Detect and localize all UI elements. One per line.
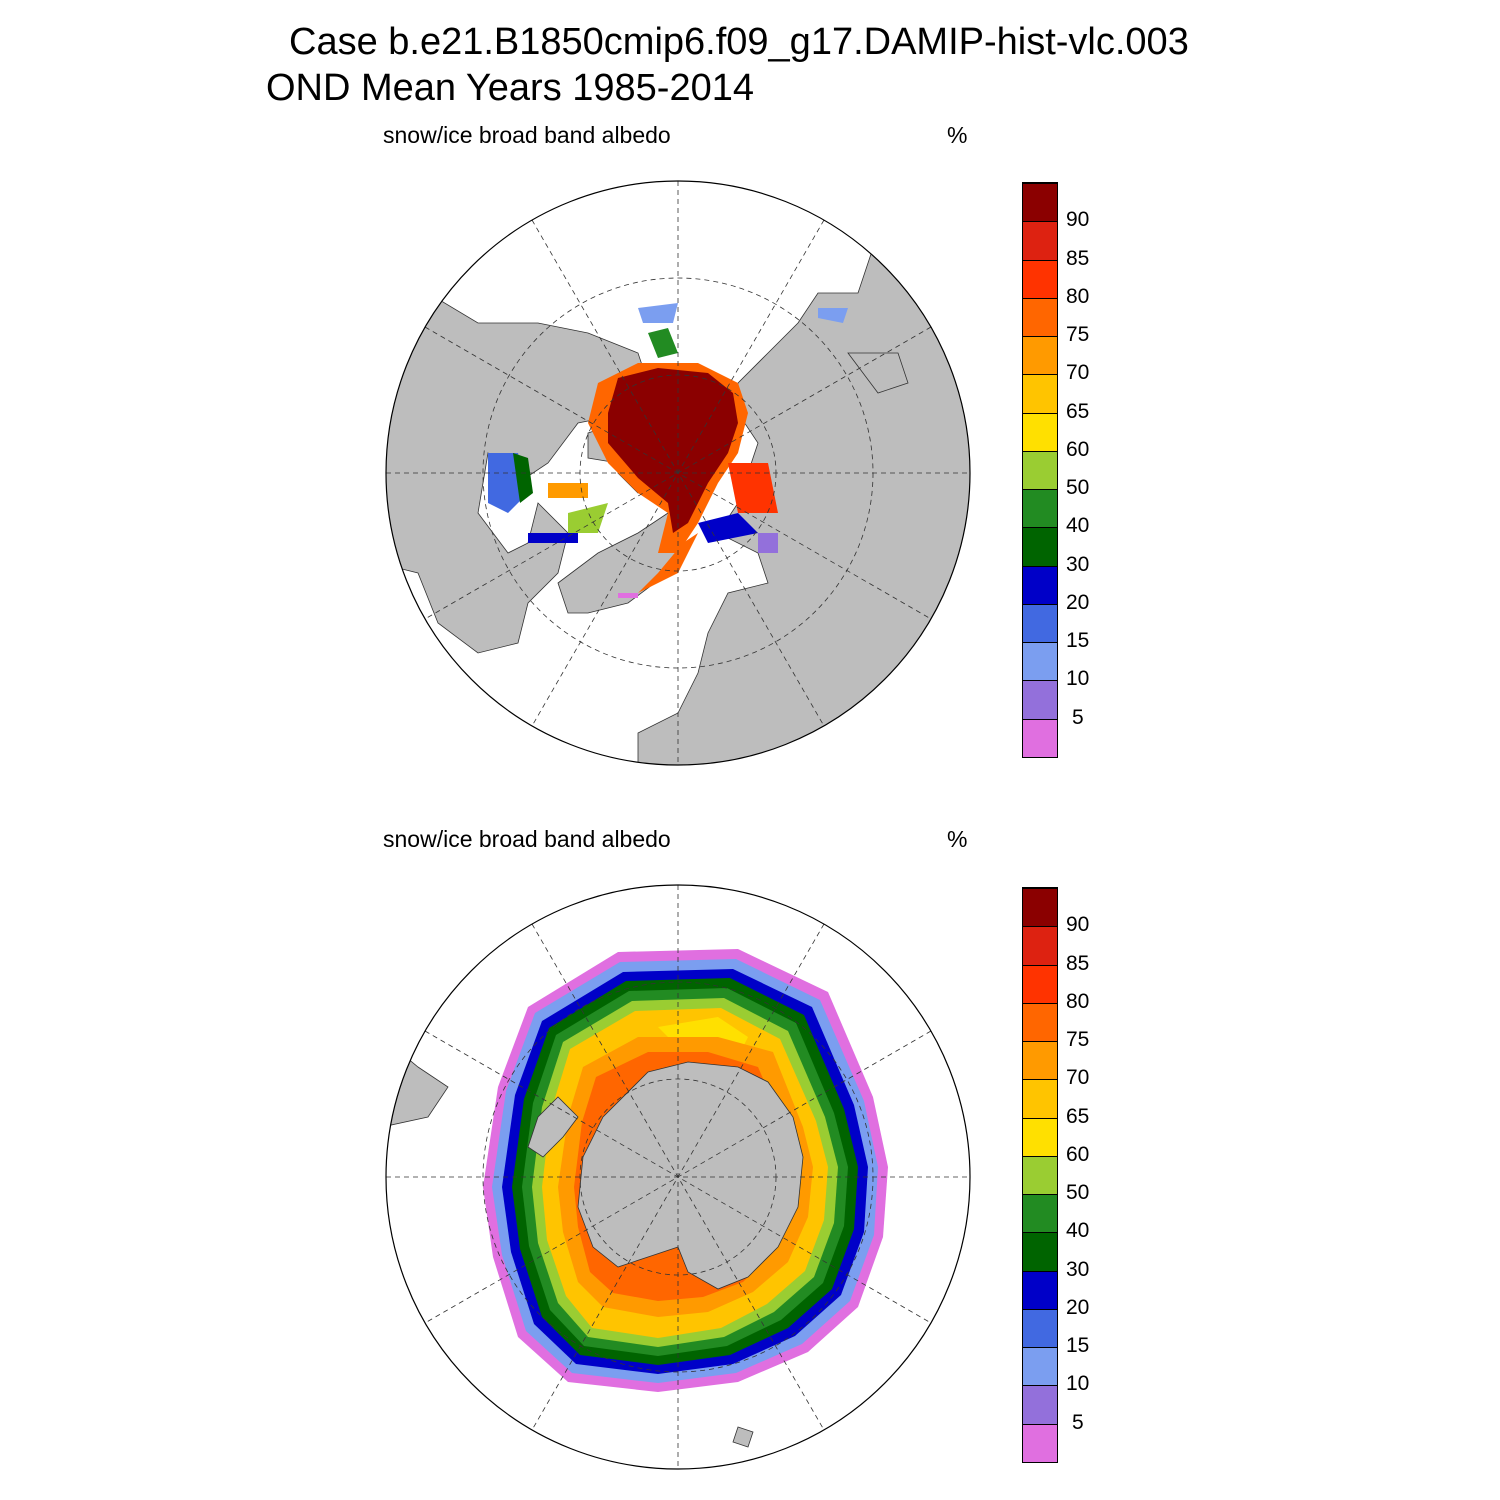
colorbar-tick-label: 50 [1066, 1181, 1090, 1205]
colorbar-swatch [1023, 926, 1057, 965]
colorbar-swatch [1023, 1041, 1057, 1080]
colorbar-tick-label: 60 [1066, 437, 1090, 461]
colorbar-tick-label: 65 [1066, 1104, 1090, 1128]
colorbar-swatch [1023, 336, 1057, 375]
colorbar-swatch [1023, 718, 1057, 757]
colorbar-swatch [1023, 183, 1057, 222]
graticule [386, 181, 970, 765]
north-polar-map [385, 180, 971, 766]
map-boundary [385, 884, 971, 1470]
colorbar-tick-label: 80 [1066, 284, 1090, 308]
colorbar-tick-label: 50 [1066, 476, 1090, 500]
colorbar-swatch [1023, 1347, 1057, 1386]
colorbar-tick-label: 90 [1066, 208, 1090, 232]
north-panel-units-label: % [947, 122, 968, 148]
sea-ice-field [488, 303, 848, 598]
colorbar-swatch [1023, 1155, 1057, 1195]
colorbar-swatch [1023, 888, 1057, 927]
colorbar-tick-label: 70 [1066, 1066, 1090, 1090]
colorbar-tick-label: 30 [1066, 1257, 1090, 1281]
figure-title-case: Case b.e21.B1850cmip6.f09_g17.DAMIP-hist… [289, 21, 1189, 63]
colorbar-tick-label: 90 [1066, 913, 1090, 937]
colorbar-swatch [1023, 1117, 1057, 1156]
colorbar-tick-label: 40 [1066, 514, 1090, 538]
colorbar-swatch [1023, 1270, 1057, 1309]
colorbar-swatch [1023, 964, 1057, 1003]
south-panel-variable-label: snow/ice broad band albedo [383, 826, 671, 852]
colorbar-swatch [1023, 412, 1057, 451]
colorbar-swatch [1023, 1385, 1057, 1424]
colorbar-tick-label: 15 [1066, 1334, 1090, 1358]
colorbar-tick-label: 5 [1072, 1410, 1084, 1434]
colorbar-swatch [1023, 1079, 1057, 1118]
colorbar-tick-label: 20 [1066, 1295, 1090, 1319]
colorbar-tick-label: 85 [1066, 246, 1090, 270]
colorbar-swatch [1023, 297, 1057, 337]
colorbar-tick-label: 75 [1066, 323, 1090, 347]
colorbar-tick-label: 20 [1066, 590, 1090, 614]
south-colorbar [1022, 887, 1058, 1463]
colorbar-swatch [1023, 603, 1057, 643]
colorbar-tick-label: 75 [1066, 1028, 1090, 1052]
north-panel-variable-label: snow/ice broad band albedo [383, 122, 671, 148]
colorbar-swatch [1023, 221, 1057, 260]
colorbar-swatch [1023, 374, 1057, 413]
map-boundary [385, 180, 971, 766]
south-polar-map [385, 884, 971, 1470]
colorbar-tick-label: 70 [1066, 361, 1090, 385]
colorbar-swatch [1023, 259, 1057, 298]
colorbar-tick-label: 80 [1066, 989, 1090, 1013]
colorbar-swatch [1023, 489, 1057, 528]
colorbar-swatch [1023, 1308, 1057, 1348]
colorbar-tick-label: 60 [1066, 1142, 1090, 1166]
colorbar-swatch [1023, 1002, 1057, 1042]
colorbar-swatch [1023, 1423, 1057, 1462]
colorbar-tick-label: 40 [1066, 1219, 1090, 1243]
colorbar-tick-label: 30 [1066, 552, 1090, 576]
colorbar-swatch [1023, 565, 1057, 604]
colorbar-tick-label: 10 [1066, 667, 1090, 691]
colorbar-tick-label: 5 [1072, 705, 1084, 729]
colorbar-swatch [1023, 1194, 1057, 1233]
colorbar-tick-label: 10 [1066, 1372, 1090, 1396]
graticule [386, 885, 970, 1469]
colorbar-tick-label: 15 [1066, 629, 1090, 653]
figure-title-period: OND Mean Years 1985-2014 [266, 67, 754, 109]
colorbar-swatch [1023, 680, 1057, 719]
colorbar-swatch [1023, 642, 1057, 681]
south-panel-units-label: % [947, 826, 968, 852]
north-colorbar [1022, 182, 1058, 758]
colorbar-tick-label: 65 [1066, 399, 1090, 423]
colorbar-swatch [1023, 527, 1057, 566]
colorbar-swatch [1023, 1232, 1057, 1271]
colorbar-tick-label: 85 [1066, 951, 1090, 975]
colorbar-swatch [1023, 450, 1057, 490]
